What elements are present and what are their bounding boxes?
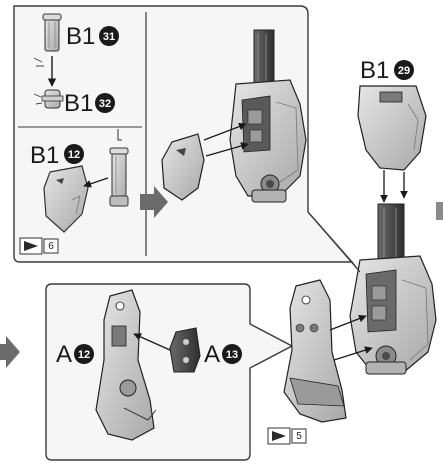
part-side-shield <box>161 133 205 201</box>
arrow-shield-insert-1 <box>203 122 247 141</box>
callout-b1-32-letter: B1 <box>64 90 93 117</box>
part-b1-32: B1 32 <box>33 89 115 117</box>
callout-a12: A 12 <box>56 341 94 368</box>
step-tag-upper-number: 6 <box>48 241 54 252</box>
callout-b1-12: B1 12 <box>30 129 122 169</box>
callout-a12-number: 12 <box>78 349 90 361</box>
callout-b1-29-badge <box>394 60 414 80</box>
callout-b1-32-number: 32 <box>99 98 111 110</box>
callout-b1-12-number: 12 <box>68 149 80 161</box>
callout-a12-badge <box>74 344 94 364</box>
step-tag-upper: 6 <box>19 237 59 255</box>
lower-panel <box>45 283 294 461</box>
callout-a13-letter: A <box>204 341 220 368</box>
lower-panel-frame <box>45 283 294 461</box>
callout-b1-31-letter: B1 <box>66 23 95 50</box>
arrow-tube-to-shield <box>83 177 109 188</box>
part-a12-leg-frame <box>95 289 157 441</box>
flow-arrow-left-icon <box>0 336 20 368</box>
part-long-tube <box>109 147 129 207</box>
callout-a12-letter: A <box>56 341 72 368</box>
lower-right-leg-piece <box>283 279 347 423</box>
arrow-a13-to-a12 <box>133 333 171 351</box>
arrow-leg-to-torso-2 <box>333 346 373 361</box>
right-torso-assembly <box>349 203 437 375</box>
callout-b1-29: B1 29 <box>360 57 414 84</box>
part-b1-29-cover <box>357 85 427 171</box>
part-b1-31: B1 31 <box>42 13 119 52</box>
callout-b1-32-badge <box>95 93 115 113</box>
arrow-shield-insert-2 <box>205 142 249 157</box>
callout-b1-31-badge <box>99 26 119 46</box>
callout-b1-29-number: 29 <box>398 65 410 77</box>
upper-panel-pointer <box>307 211 361 273</box>
flow-arrow-icon <box>140 186 168 218</box>
step-tag-lower: 5 <box>267 427 307 445</box>
part-b1-12-shield <box>43 165 89 233</box>
step-flag-icon <box>24 241 38 251</box>
callout-b1-12-letter: B1 <box>30 142 59 169</box>
step-tag-lower-number: 5 <box>296 431 302 442</box>
step-flag-icon-lower <box>272 431 286 441</box>
callout-a13-badge <box>222 344 242 364</box>
upper-center-assembly <box>229 29 307 203</box>
callout-b1-31-number: 31 <box>103 31 115 43</box>
callout-a13-number: 13 <box>226 349 238 361</box>
part-a13-joint <box>169 327 201 373</box>
arrow-leg-to-torso-1 <box>329 314 367 331</box>
callout-b1-12-badge <box>64 144 84 164</box>
edge-flow-stub <box>436 202 443 220</box>
callout-b1-29-letter: B1 <box>360 57 389 84</box>
callout-a13: A 13 <box>204 341 242 368</box>
